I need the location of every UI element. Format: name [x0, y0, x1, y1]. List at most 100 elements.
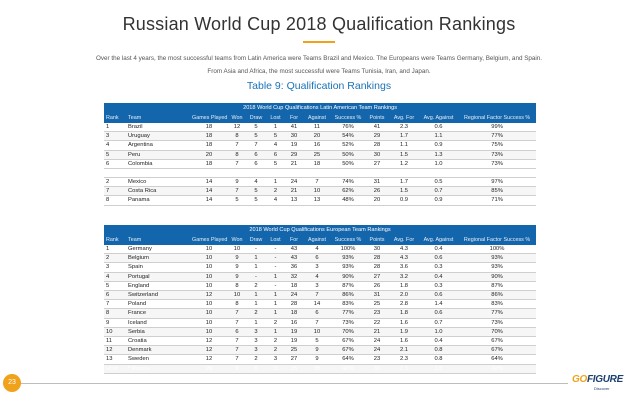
table-cell: 5 [228, 195, 246, 206]
table-cell: 12 [190, 336, 228, 347]
table-cell: 16 [285, 318, 303, 328]
table-cell: 10 [228, 245, 246, 255]
table-cell: 7 [104, 186, 126, 197]
table-cell: 93% [458, 253, 537, 264]
table-cell [389, 168, 419, 179]
table-cell: 36 [285, 262, 303, 273]
table-cell: 41 [285, 123, 303, 133]
table-cell: 73% [458, 159, 537, 170]
table-cell: 18 [190, 159, 228, 170]
column-header: Draw [246, 236, 266, 245]
table-cell: 0.9 [419, 195, 458, 206]
table-cell: 73% [458, 318, 537, 328]
table-cell: 19 [285, 327, 303, 338]
column-header: For [285, 114, 303, 123]
table-cell: 29 [285, 150, 303, 160]
table-cell: 9 [228, 177, 246, 188]
table-cell: 25 [303, 150, 331, 160]
table-cell: 97% [458, 177, 537, 188]
table-cell [458, 168, 537, 179]
table-cell: 77% [458, 308, 537, 319]
table-cell: 6 [246, 364, 266, 374]
table-cell: 8 [228, 131, 246, 142]
table-row: 12 Denmark 12 7 3 2 25 9 67% 24 2.1 0.8 67% [104, 345, 537, 356]
table-cell: 20 [365, 195, 389, 206]
table-cell: England [126, 281, 190, 292]
table-cell: 18 [285, 308, 303, 319]
table-cell: 11 [303, 123, 331, 133]
table-cell [246, 168, 266, 179]
table-cell: 26 [365, 281, 389, 292]
table-row: 7 Costa Rica 14 7 5 2 21 10 62% 26 1.5 0.7 85% [104, 186, 537, 197]
table-row: 1 Germany 10 10- -43 4 100% 30 4.3 0.4 100% [104, 245, 537, 255]
table-cell: 27 [365, 159, 389, 170]
table-cell: 21 [285, 159, 303, 170]
table-cell: 32 [285, 272, 303, 282]
table-cell: 12 [228, 123, 246, 133]
table-cell: 0.8 [419, 345, 458, 356]
table-cell: 99% [458, 123, 537, 133]
table-cell [104, 168, 126, 179]
table-cell: 12 [190, 345, 228, 356]
table-row: 8 Panama 14 5 5 4 13 13 48% 20 0.9 0.9 71% [104, 195, 537, 206]
table-cell: 67% [331, 345, 365, 356]
table-row: 5 England 10 8 2-18 3 87% 26 1.8 0.3 87% [104, 281, 537, 292]
table-cell: 3 [303, 281, 331, 292]
table-cell: 43 [285, 245, 303, 255]
table-row: 2 Mexico 14 9 4 1 24 7 74% 31 1.7 0.5 97% [104, 177, 537, 188]
column-header: Points [365, 114, 389, 123]
table-cell: 24 [365, 345, 389, 356]
table-row: 11 Croatia 12 7 3 2 19 5 67% 24 1.6 0.4 67% [104, 336, 537, 347]
table-cell [228, 168, 246, 179]
table-cell: 87% [331, 281, 365, 292]
table-cell: 27 [365, 272, 389, 282]
table-cell: 2 [104, 177, 126, 188]
table-cell: 93% [331, 262, 365, 273]
table-cell: 10 [190, 245, 228, 255]
table-cell: 10 [190, 262, 228, 273]
table-cell: Peru [126, 150, 190, 160]
table-cell: 7 [228, 318, 246, 328]
table-cell: 1 [246, 299, 266, 310]
table-row: 1 Brazil 18 12 5 1 41 11 76% 41 2.3 0.6 99% [104, 123, 537, 133]
table-cell: 3 [246, 345, 266, 356]
table-cell: 1 [246, 262, 266, 273]
table-cell [266, 168, 285, 179]
table-cell: 14 [303, 299, 331, 310]
table-cell: - [266, 245, 285, 255]
table-cell: 0.4 [419, 272, 458, 282]
table-cell: 2 [246, 308, 266, 319]
table-cell: 64% [331, 354, 365, 365]
table-cell: 13 [104, 354, 126, 365]
table-cell: 1 [266, 327, 285, 338]
table-cell: 30 [365, 245, 389, 255]
table-cell: 2 [246, 354, 266, 365]
page-title: Russian World Cup 2018 Qualification Ran… [122, 14, 516, 34]
intro-line-1: Over the last 4 years, the most successf… [95, 55, 543, 62]
table-cell: 1.0 [419, 159, 458, 170]
table-cell: 0.6 [419, 253, 458, 264]
table-cell: 42% [458, 364, 537, 374]
table-cell: 16 [303, 140, 331, 151]
table-cell: 23 [365, 354, 389, 365]
table-cell: - [266, 262, 285, 273]
table-row: 4 Portugal 10 9-1 32 4 90% 27 3.2 0.4 90% [104, 272, 537, 282]
table-cell: 1 [266, 290, 285, 301]
table-cell: 10 [190, 308, 228, 319]
column-header: Avg. Against [419, 236, 458, 245]
table-cell: 73% [331, 318, 365, 328]
table-cell: 18 [190, 123, 228, 133]
table-cell: 75% [458, 140, 537, 151]
table-cell: 28 [365, 140, 389, 151]
table-cell: 2 [266, 186, 285, 197]
table-cell: 0.6 [419, 123, 458, 133]
table-cell: 100% [331, 245, 365, 255]
table-cell: 3 [104, 131, 126, 142]
table-cell: 3 [266, 354, 285, 365]
table-cell: 1.6 [389, 336, 419, 347]
table-cell: 77% [458, 131, 537, 142]
table-cell: 7 [228, 140, 246, 151]
table-cell: 10 [190, 281, 228, 292]
table-cell: 4 [104, 140, 126, 151]
table-cell: 27 [285, 354, 303, 365]
